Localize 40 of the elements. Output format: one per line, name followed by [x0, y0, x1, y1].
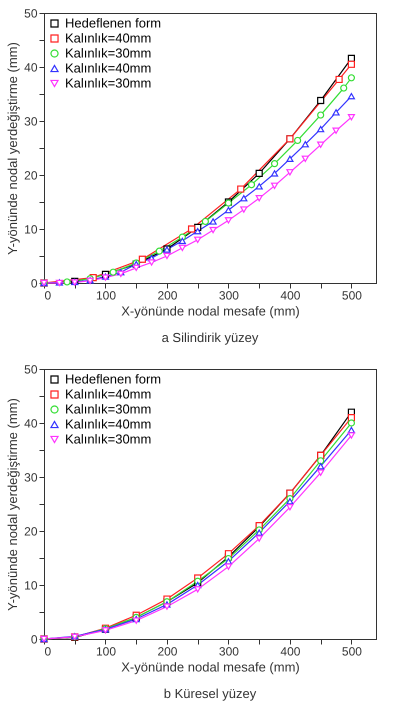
x-tick-label: 400	[280, 644, 301, 658]
x-tick-label: 100	[96, 288, 116, 302]
x-axis-title: X-yönünde nodal mesafe (mm)	[121, 304, 300, 318]
legend-label: Kalınlık=40mm	[65, 386, 152, 402]
y-tick-label: 10	[24, 578, 38, 592]
y-tick-label: 20	[24, 168, 38, 182]
y-tick-label: 40	[24, 416, 38, 430]
x-tick-label: 400	[280, 288, 301, 302]
x-tick-label: 500	[342, 288, 362, 302]
y-tick-label: 20	[24, 524, 38, 538]
x-tick-label: 0	[44, 288, 52, 302]
legend-label: Hedeflenen form	[65, 16, 162, 30]
legend-label: Kalınlık=30mm	[65, 76, 152, 90]
legend-label: Kalınlık=40mm	[65, 60, 152, 76]
x-tick-label: 300	[218, 644, 240, 658]
x-tick-label: 500	[342, 644, 362, 658]
legend-label: Kalınlık=30mm	[65, 432, 152, 446]
x-tick-label: 300	[218, 288, 240, 302]
y-tick-label: 0	[30, 632, 38, 646]
y-tick-label: 50	[24, 362, 38, 376]
legend-label: Kalınlık=30mm	[65, 402, 152, 416]
y-tick-label: 40	[24, 60, 38, 74]
y-tick-label: 0	[30, 276, 38, 290]
text: a Silindirik yüzey	[162, 330, 259, 345]
x-tick-label: 200	[157, 644, 178, 658]
legend-label: Kalınlık=30mm	[65, 46, 152, 60]
legend-label: Kalınlık=40mm	[65, 30, 152, 46]
text: b Küresel yüzey	[164, 686, 257, 701]
x-tick-label: 0	[44, 644, 52, 658]
y-axis-title: Y-yönünde nodal yerdeğiştirme (mm)	[5, 42, 20, 255]
x-tick-label: 200	[157, 288, 178, 302]
x-tick-label: 100	[96, 644, 116, 658]
y-tick-label: 30	[24, 470, 38, 484]
y-tick-label: 10	[24, 222, 38, 236]
y-tick-label: 50	[24, 6, 38, 20]
y-tick-label: 30	[24, 114, 38, 128]
legend-label: Hedeflenen form	[65, 372, 162, 386]
x-axis-title: X-yönünde nodal mesafe (mm)	[121, 660, 300, 674]
y-axis-title: Y-yönünde nodal yerdeğiştirme (mm)	[5, 398, 20, 611]
legend-label: Kalınlık=40mm	[65, 416, 152, 432]
